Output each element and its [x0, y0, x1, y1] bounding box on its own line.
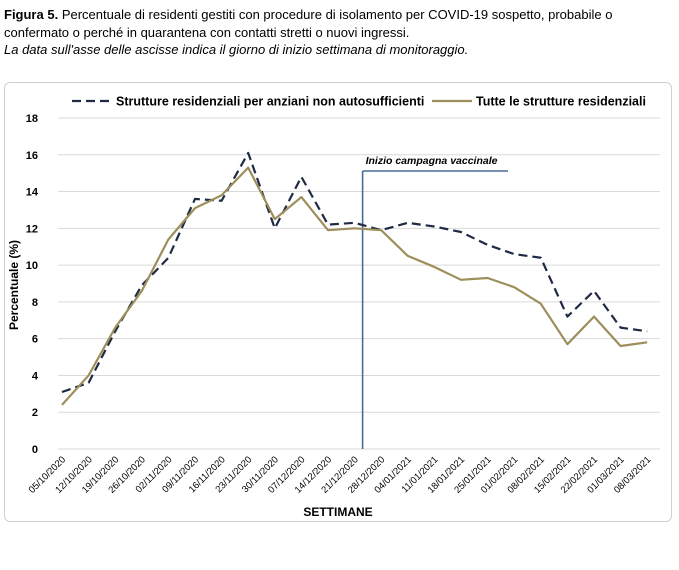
y-tick-label: 18: [26, 113, 38, 125]
chart-frame: [4, 82, 672, 522]
y-tick-label: 0: [32, 444, 38, 456]
y-tick-label: 8: [32, 297, 38, 309]
y-tick-label: 16: [26, 150, 38, 162]
legend-label-tutte: Tutte le strutture residenziali: [476, 95, 646, 109]
y-tick-label: 12: [26, 223, 38, 235]
legend-label-anziani: Strutture residenziali per anziani non a…: [116, 95, 424, 109]
y-tick-label: 4: [32, 370, 39, 382]
figure-caption: Figura 5. Percentuale di residenti gesti…: [4, 6, 674, 59]
figure-description: Percentuale di residenti gestiti con pro…: [4, 7, 613, 40]
y-tick-label: 2: [32, 407, 38, 419]
series-line-tutte: [61, 166, 648, 406]
y-tick-label: 14: [26, 187, 39, 199]
figure-label: Figura 5.: [4, 7, 59, 22]
figure-note: La data sull'asse delle ascisse indica i…: [4, 42, 469, 57]
x-axis-title: SETTIMANE: [303, 505, 372, 519]
series-line-anziani: [61, 151, 648, 394]
y-tick-label: 10: [26, 260, 38, 272]
y-tick-label: 6: [32, 334, 38, 346]
y-axis-title: Percentuale (%): [7, 240, 21, 330]
vaccination-start-label: Inizio campagna vaccinale: [366, 155, 498, 167]
